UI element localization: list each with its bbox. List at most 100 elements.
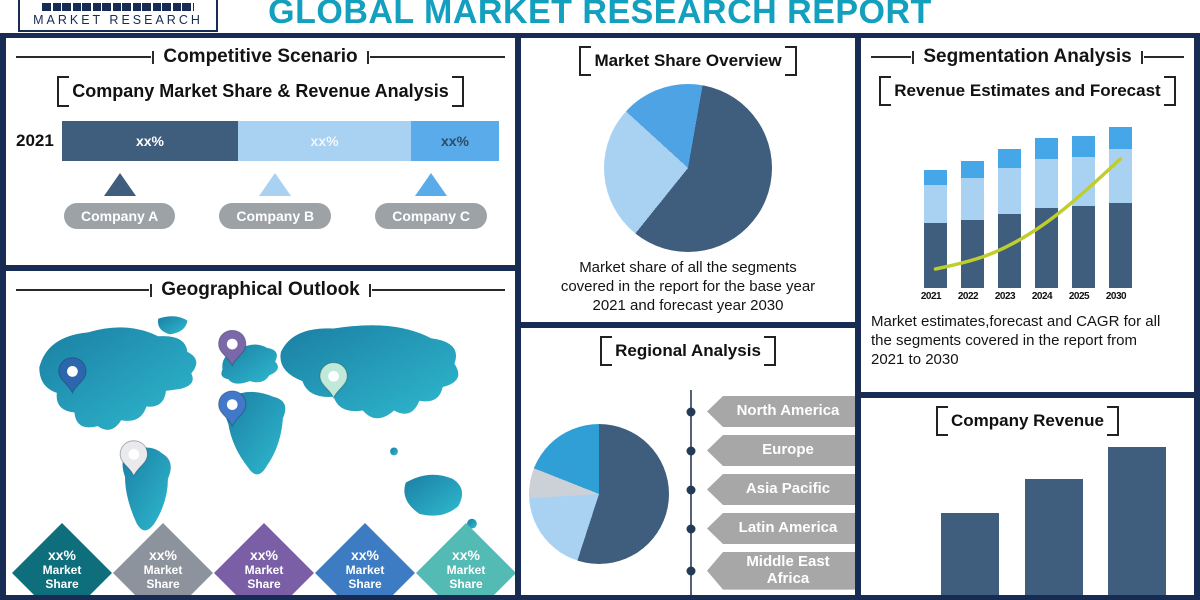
divider-line bbox=[371, 289, 506, 291]
timeline-dot bbox=[686, 566, 696, 576]
column-segment bbox=[997, 213, 1021, 288]
panel-market-share-overview: Market Share Overview Market share of al… bbox=[521, 38, 855, 322]
continent-australia bbox=[404, 474, 463, 516]
year-tick-label: 2021 bbox=[920, 291, 942, 302]
timeline-dot bbox=[686, 446, 696, 455]
map-pin-north-america bbox=[58, 357, 87, 395]
column-segment bbox=[960, 219, 984, 288]
stacked-bar-segment: xx% bbox=[410, 121, 499, 161]
stacked-column bbox=[923, 170, 947, 288]
badge-value: xx% bbox=[249, 547, 279, 563]
overview-title: Market Share Overview bbox=[579, 46, 797, 76]
overview-caption: Market share of all the segments covered… bbox=[560, 259, 816, 315]
stacked-bar-segment: xx% bbox=[238, 121, 411, 161]
revenue-forecast-chart bbox=[923, 116, 1132, 288]
company-legend: Company A Company B Company C bbox=[6, 161, 515, 229]
divider-tick bbox=[1140, 50, 1143, 64]
divider-tick bbox=[152, 50, 155, 64]
timeline-dot bbox=[686, 524, 696, 533]
divider-tick bbox=[366, 50, 369, 64]
competitive-title: Competitive Scenario bbox=[163, 46, 358, 67]
map-pin-africa bbox=[218, 390, 247, 428]
column-segment bbox=[1071, 156, 1095, 207]
overview-title-text: Market Share Overview bbox=[594, 51, 782, 70]
region-row: Latin America bbox=[521, 513, 855, 544]
map-pin-south-america bbox=[119, 440, 148, 478]
stacked-bar-segment: xx% bbox=[61, 121, 239, 161]
region-row: Europe bbox=[521, 435, 855, 466]
divider-tick bbox=[150, 283, 153, 297]
panel-company-revenue: Company Revenue bbox=[861, 398, 1194, 595]
company-label: Company C bbox=[375, 203, 487, 229]
region-row: Middle East Africa bbox=[521, 552, 855, 590]
company-label: Company A bbox=[64, 203, 176, 229]
year-tick-label: 2022 bbox=[957, 291, 979, 302]
region-row: Asia Pacific bbox=[521, 474, 855, 505]
year-label: 2021 bbox=[16, 131, 54, 150]
competitive-title-row: Competitive Scenario bbox=[16, 46, 505, 68]
continent-north-america bbox=[39, 327, 197, 430]
map-pin-asia bbox=[319, 362, 348, 399]
region-ribbon: Latin America bbox=[707, 513, 855, 544]
divider-tick bbox=[912, 50, 915, 64]
market-share-pie-chart bbox=[604, 84, 772, 252]
stacked-column bbox=[1108, 126, 1132, 288]
column-segment bbox=[1108, 149, 1132, 203]
revenue-bar bbox=[1024, 479, 1083, 595]
stacked-column bbox=[997, 149, 1021, 288]
divider-line bbox=[16, 56, 152, 58]
regional-pie-chart bbox=[529, 424, 669, 564]
island bbox=[390, 447, 398, 456]
column-segment bbox=[1034, 158, 1058, 209]
column-segment bbox=[923, 185, 947, 224]
region-ribbon: Asia Pacific bbox=[707, 474, 855, 505]
segmentation-subtitle-text: Revenue Estimates and Forecast bbox=[894, 81, 1161, 100]
stacked-columns bbox=[923, 116, 1132, 288]
year-axis: 2021 2022 2023 2024 2025 2030 bbox=[920, 291, 1136, 302]
region-ribbon: Europe bbox=[707, 435, 855, 466]
regional-body: North America Europe Asia Pacific Latin Ame… bbox=[521, 372, 855, 595]
panel-segmentation-analysis: Segmentation Analysis Revenue Estimates … bbox=[861, 38, 1194, 392]
competitive-subtitle-text: Company Market Share & Revenue Analysis bbox=[72, 81, 449, 101]
timeline-dot bbox=[686, 485, 696, 494]
badge-value: xx% bbox=[47, 547, 77, 563]
map-pin-europe bbox=[218, 329, 247, 367]
badge-label: Market Share bbox=[446, 563, 486, 591]
market-share-bar-row: 2021 xx% xx% xx% bbox=[16, 121, 499, 161]
divider-line bbox=[871, 56, 912, 58]
badge-label: Market Share bbox=[143, 563, 183, 591]
company-legend-item: Company A bbox=[64, 173, 176, 229]
column-segment bbox=[1034, 137, 1058, 159]
geo-title: Geographical Outlook bbox=[161, 279, 360, 300]
badge-label: Market Share bbox=[42, 563, 82, 591]
segmentation-title-row: Segmentation Analysis bbox=[871, 46, 1185, 68]
company-legend-item: Company B bbox=[219, 173, 332, 229]
continent-greenland bbox=[157, 316, 188, 335]
column-segment bbox=[1071, 206, 1095, 288]
year-tick-label: 2030 bbox=[1105, 291, 1127, 302]
company-revenue-bar-chart bbox=[941, 430, 1166, 595]
column-segment bbox=[923, 223, 947, 288]
continent-shapes bbox=[39, 316, 477, 531]
column-segment bbox=[1034, 208, 1058, 288]
badge-value: xx% bbox=[350, 547, 380, 563]
stacked-column bbox=[960, 160, 984, 288]
triangle-marker bbox=[259, 173, 292, 196]
regional-title-text: Regional Analysis bbox=[615, 341, 761, 360]
year-tick-label: 2025 bbox=[1068, 291, 1090, 302]
year-tick-label: 2023 bbox=[994, 291, 1016, 302]
column-segment bbox=[1108, 202, 1132, 288]
segmentation-title: Segmentation Analysis bbox=[923, 46, 1132, 67]
region-row: North America bbox=[521, 396, 855, 427]
column-segment bbox=[923, 170, 947, 186]
company-share-stacked-bar: xx% xx% xx% bbox=[61, 121, 499, 161]
logo-text: MARKET RESEARCH bbox=[33, 13, 203, 27]
region-ribbon: North America bbox=[707, 396, 855, 427]
company-legend-item: Company C bbox=[375, 173, 487, 229]
stacked-column bbox=[1071, 136, 1095, 288]
world-map bbox=[39, 316, 477, 531]
company-revenue-title: Company Revenue bbox=[935, 406, 1120, 436]
region-ribbon: Middle East Africa bbox=[707, 552, 855, 590]
divider-line bbox=[1143, 56, 1185, 58]
page-title: GLOBAL MARKET RESEARCH REPORT bbox=[268, 0, 932, 31]
